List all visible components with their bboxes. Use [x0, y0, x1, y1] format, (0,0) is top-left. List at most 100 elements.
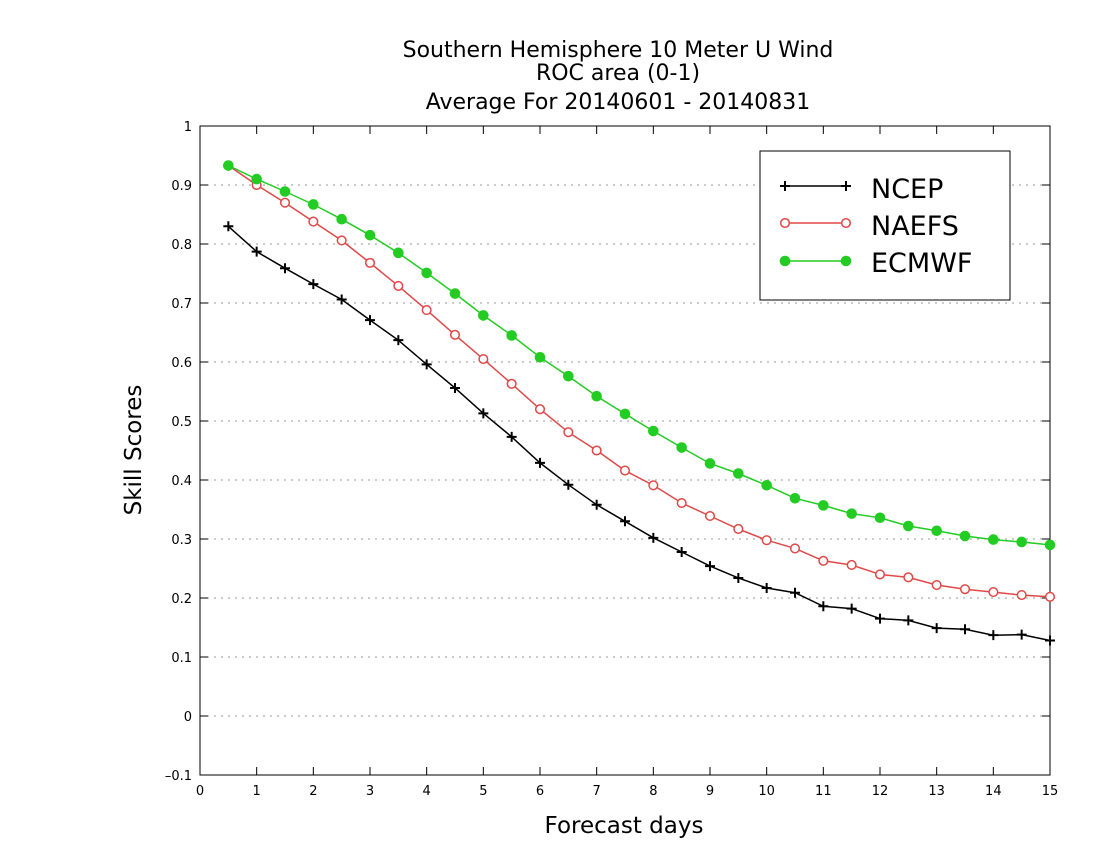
x-axis-label: Forecast days [545, 813, 704, 839]
series-lines [223, 160, 1056, 646]
data-point-ecmwf [506, 330, 517, 341]
y-tick-label: 0 [184, 710, 192, 725]
x-tick-label: 14 [985, 784, 1002, 799]
data-point-ncep [931, 623, 942, 634]
plot-frame [199, 125, 1051, 776]
data-point-naefs [931, 579, 942, 591]
data-point-naefs [1044, 591, 1056, 602]
data-point-ecmwf [733, 468, 744, 479]
data-point-ncep [365, 315, 375, 326]
data-point-naefs [874, 569, 886, 580]
data-point-ecmwf [449, 288, 461, 299]
y-tick-label: 0.8 [171, 238, 192, 253]
data-point-ecmwf [648, 425, 659, 437]
y-tick-label: –0.1 [165, 769, 192, 784]
data-point-ecmwf [478, 310, 489, 321]
data-point-ncep [223, 221, 234, 232]
y-tick-label: 0.4 [171, 474, 192, 489]
data-point-ncep [535, 457, 545, 468]
data-point-ncep [960, 624, 970, 635]
x-tick-label: 8 [649, 784, 657, 799]
data-point-ncep [563, 479, 574, 490]
y-tick-label: 1 [184, 120, 192, 135]
data-point-ecmwf [251, 173, 262, 185]
data-point-ecmwf [818, 500, 829, 511]
data-point-ncep [280, 263, 290, 274]
legend-box [759, 150, 1011, 301]
data-point-ncep [818, 601, 829, 612]
data-point-ecmwf [931, 525, 942, 537]
x-tick-label: 1 [253, 784, 261, 799]
data-point-naefs [818, 555, 829, 566]
legend-marker-ncep [780, 181, 790, 191]
data-point-naefs [393, 280, 404, 291]
data-point-ncep [421, 359, 432, 370]
data-point-ecmwf [789, 492, 801, 504]
data-point-ncep [733, 572, 744, 583]
legend-marker-naefs [779, 217, 791, 229]
x-tick-label: 6 [536, 784, 544, 799]
series-line-ncep [227, 225, 1051, 642]
legend-label-ncep: NCEP [871, 174, 943, 205]
data-point-ncep [450, 382, 460, 393]
data-point-naefs [619, 465, 631, 476]
data-point-ecmwf [534, 351, 546, 363]
data-point-ecmwf [846, 508, 857, 519]
y-tick-label: 0.1 [171, 651, 192, 666]
data-point-ecmwf [393, 247, 404, 259]
data-point-ncep [620, 516, 630, 527]
data-point-naefs [421, 305, 432, 316]
legend-marker-ecmwf [779, 255, 791, 267]
data-point-ncep [988, 630, 999, 641]
data-point-ecmwf [903, 520, 914, 532]
data-point-ncep [1016, 629, 1027, 640]
data-point-ncep [336, 294, 347, 305]
series-naefs [223, 160, 1056, 602]
data-point-ecmwf [619, 408, 631, 420]
x-tick-label: 0 [196, 784, 204, 799]
data-point-naefs [449, 329, 461, 340]
y-tick-label: 0.6 [171, 356, 192, 371]
data-point-ncep [676, 546, 687, 557]
axis-ticks: –0.100.10.20.30.40.50.60.70.80.910 1 2 3 4 5 6… [165, 120, 1058, 799]
data-point-naefs [846, 559, 857, 571]
data-point-ecmwf [988, 534, 999, 545]
data-point-naefs [563, 427, 574, 438]
data-point-ecmwf [563, 370, 574, 382]
data-point-ecmwf [421, 267, 432, 279]
chart-title-line-1: Southern Hemisphere 10 Meter U Wind [403, 38, 834, 63]
series-ncep [223, 221, 1055, 646]
data-point-ncep [875, 613, 885, 624]
x-tick-label: 4 [423, 784, 431, 799]
data-point-ecmwf [364, 229, 376, 241]
x-tick-label: 3 [366, 784, 374, 799]
data-point-naefs [506, 378, 517, 389]
data-point-ecmwf [959, 530, 971, 542]
data-point-ecmwf [676, 442, 687, 453]
data-point-ncep [506, 431, 517, 442]
data-point-naefs [761, 535, 772, 546]
data-point-ncep [705, 561, 715, 572]
y-tick-label: 0.9 [171, 179, 192, 194]
x-tick-label: 13 [928, 784, 945, 799]
y-tick-label: 0.3 [171, 533, 192, 548]
y-tick-label: 0.7 [171, 297, 192, 312]
data-point-ncep [251, 246, 262, 257]
legend-marker-ncep [841, 181, 851, 191]
x-tick-label: 2 [309, 784, 317, 799]
data-point-ecmwf [591, 390, 602, 402]
x-tick-label: 9 [706, 784, 714, 799]
data-point-naefs [364, 257, 376, 268]
data-point-ecmwf [223, 160, 234, 171]
legend-markers [779, 181, 852, 267]
series-ecmwf [223, 160, 1056, 551]
data-point-ncep [393, 335, 404, 346]
data-point-ncep [1045, 635, 1055, 646]
data-point-ecmwf [704, 458, 716, 469]
y-axis-label: Skill Scores [121, 385, 147, 516]
data-point-ecmwf [308, 199, 319, 210]
data-point-naefs [988, 587, 999, 598]
legend-marker-ecmwf [840, 255, 852, 267]
legend: NCEP NAEFS ECMWF [759, 150, 1011, 301]
